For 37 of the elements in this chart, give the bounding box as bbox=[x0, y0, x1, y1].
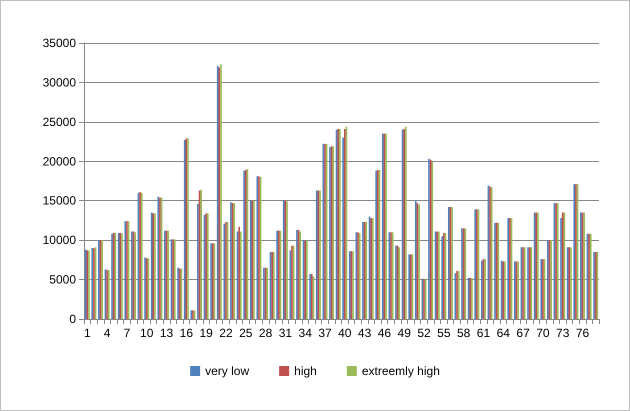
x-tick-label: 25 bbox=[239, 326, 253, 340]
x-tick-label: 55 bbox=[437, 326, 451, 340]
x-tick-label: 49 bbox=[398, 326, 412, 340]
x-tick-label: 37 bbox=[318, 326, 332, 340]
x-tick-label: 7 bbox=[124, 326, 131, 340]
x-tick-label: 28 bbox=[258, 326, 273, 340]
x-tick-label: 1 bbox=[84, 326, 91, 340]
legend-label: extreemly high bbox=[362, 364, 440, 378]
x-tick-label: 61 bbox=[476, 326, 490, 340]
x-tick-label: 46 bbox=[378, 326, 392, 340]
x-tick-label: 10 bbox=[140, 326, 154, 340]
x-tick-label: 22 bbox=[219, 326, 233, 340]
x-tick-label: 4 bbox=[104, 326, 111, 340]
x-tick-label: 40 bbox=[338, 326, 352, 340]
legend-label: high bbox=[294, 364, 317, 378]
y-tick-label: 0 bbox=[69, 312, 76, 326]
legend-label: very low bbox=[205, 364, 250, 378]
x-tick-label: 70 bbox=[536, 326, 550, 340]
x-tick-label: 34 bbox=[298, 326, 312, 340]
y-tick-label: 25000 bbox=[42, 114, 76, 129]
y-tick-label: 10000 bbox=[42, 233, 76, 248]
x-tick-label: 13 bbox=[160, 326, 174, 340]
x-tick-label: 16 bbox=[180, 326, 194, 340]
x-tick-label: 64 bbox=[496, 326, 510, 340]
y-tick-label: 30000 bbox=[42, 75, 76, 90]
y-tick-label: 35000 bbox=[42, 36, 76, 50]
x-tick-label: 19 bbox=[199, 326, 214, 340]
y-tick-label: 5000 bbox=[49, 272, 76, 287]
x-tick-label: 58 bbox=[456, 326, 471, 340]
x-tick-label: 52 bbox=[417, 326, 432, 340]
x-tick-label: 73 bbox=[556, 326, 570, 340]
x-tick-label: 67 bbox=[516, 326, 530, 340]
x-tick-label: 76 bbox=[576, 326, 590, 340]
x-tick-label: 43 bbox=[358, 326, 372, 340]
y-tick-label: 15000 bbox=[42, 194, 76, 208]
x-tick-label: 31 bbox=[278, 326, 292, 340]
y-tick-label: 20000 bbox=[42, 154, 76, 168]
